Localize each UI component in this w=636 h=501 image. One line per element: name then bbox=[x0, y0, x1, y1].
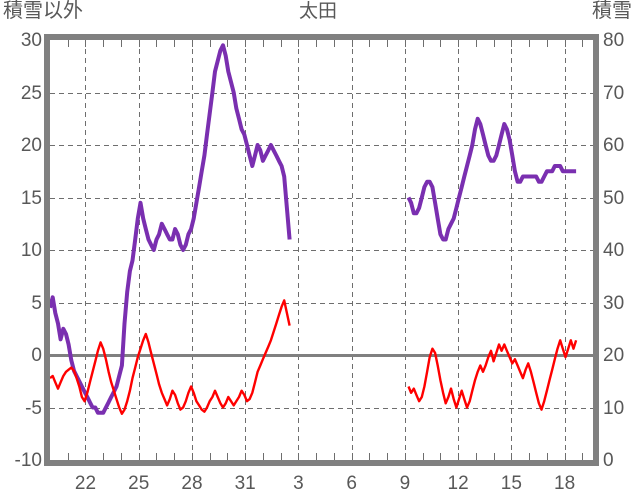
left-axis-tick-label: 30 bbox=[20, 30, 42, 51]
right-axis-tick-label: 60 bbox=[603, 135, 625, 156]
right-axis-tick-label: 80 bbox=[603, 30, 625, 51]
right-axis-tick-label: 0 bbox=[603, 450, 614, 471]
left-axis-tick-label: -10 bbox=[14, 450, 42, 471]
right-axis-tick-label: 40 bbox=[603, 240, 625, 261]
x-axis-tick-label: 9 bbox=[399, 473, 411, 494]
right-axis-tick-label: 20 bbox=[603, 345, 625, 366]
right-axis-title: 積雪 bbox=[592, 0, 632, 22]
left-axis-tick-label: -5 bbox=[25, 397, 42, 419]
right-axis-tick-label: 70 bbox=[603, 82, 625, 104]
series-line-snow bbox=[406, 116, 577, 242]
right-axis-tick-label: 10 bbox=[603, 397, 625, 419]
x-axis-tick-label: 6 bbox=[346, 473, 357, 494]
plot-area bbox=[50, 40, 593, 460]
gridlines bbox=[50, 40, 593, 460]
axis-ticks bbox=[68, 40, 583, 460]
left-axis-title: 積雪以外 bbox=[3, 0, 83, 22]
series-line-other bbox=[407, 339, 578, 411]
x-axis-tick-label: 3 bbox=[293, 473, 304, 494]
left-axis-tick-label: 10 bbox=[20, 240, 42, 261]
right-axis-tick-label: 50 bbox=[603, 187, 625, 209]
series-line-snow bbox=[50, 43, 292, 415]
left-axis-tick-label: 15 bbox=[20, 187, 42, 209]
x-axis-tick-label: 22 bbox=[74, 473, 97, 494]
x-axis-tick-label: 31 bbox=[234, 473, 256, 494]
page-title: 太田 bbox=[298, 1, 337, 22]
x-axis-tick-label: 15 bbox=[500, 473, 522, 494]
x-axis-tick-label: 12 bbox=[447, 473, 469, 494]
x-axis-tick-label: 25 bbox=[128, 473, 150, 494]
left-axis-tick-label: 0 bbox=[31, 345, 42, 366]
left-axis-tick-label: 20 bbox=[20, 135, 42, 156]
right-axis-tick-label: 30 bbox=[603, 292, 625, 314]
x-axis-tick-label: 18 bbox=[554, 473, 576, 494]
data-series bbox=[50, 43, 578, 415]
left-axis-tick-label: 5 bbox=[31, 292, 42, 314]
series-line-other bbox=[50, 299, 291, 415]
left-axis-tick-label: 25 bbox=[20, 82, 42, 104]
x-axis-tick-label: 28 bbox=[181, 473, 203, 494]
